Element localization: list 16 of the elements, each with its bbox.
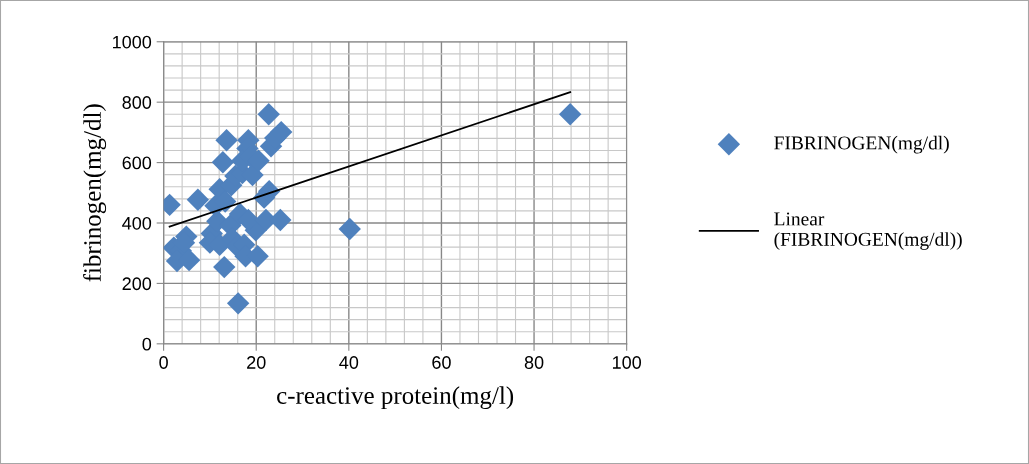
x-tick-label: 60	[432, 356, 451, 369]
y-tick-label: 600	[122, 156, 152, 170]
x-tick-label: 20	[247, 356, 266, 369]
legend-label: Linear (FIBRINOGEN(mg/dl))	[774, 212, 962, 250]
y-axis-title: fibrinogen(mg/dl)	[83, 104, 107, 282]
y-tick-label: 1000	[113, 35, 152, 49]
x-tick-label: 80	[524, 356, 544, 369]
y-tick-label: 800	[122, 96, 152, 109]
y-tick-label: 0	[142, 337, 152, 351]
legend-label: FIBRINOGEN(mg/dl)	[774, 135, 949, 154]
y-tick-label: 200	[122, 277, 152, 291]
x-tick-label: 100	[612, 356, 642, 369]
x-tick-label: 40	[339, 356, 359, 369]
y-tick-label: 400	[122, 216, 152, 230]
x-axis-title: c-reactive protein(mg/l)	[277, 386, 514, 410]
x-tick-label: 0	[159, 356, 168, 369]
